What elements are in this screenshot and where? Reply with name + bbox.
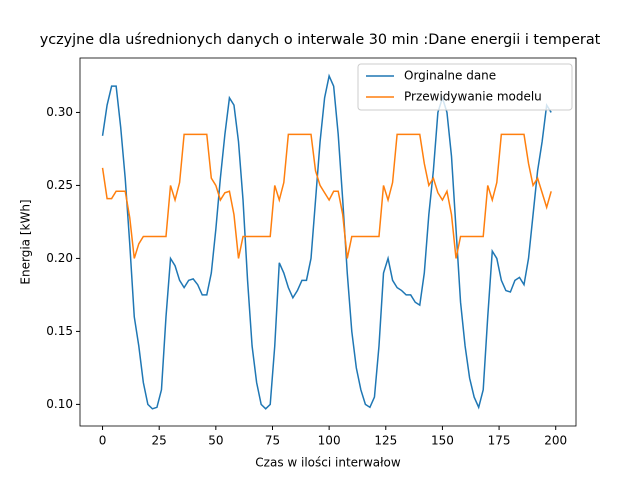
chart-title: yczyjne dla uśrednionych danych o interw… (40, 32, 601, 48)
x-tick-label: 75 (265, 434, 280, 448)
x-tick-label: 100 (318, 434, 341, 448)
x-tick-label: 50 (208, 434, 223, 448)
legend-label: Orginalne dane (404, 69, 496, 83)
series-line (101, 73, 552, 410)
y-tick-label: 0.10 (46, 397, 73, 411)
x-tick-label: 175 (488, 434, 511, 448)
y-tick-label: 0.25 (46, 178, 73, 192)
y-tick-label: 0.20 (46, 251, 73, 265)
y-axis-label: Energia [kWh] (19, 199, 33, 284)
plot-frame (79, 57, 577, 427)
x-axis-label: Czas w ilości interwałow (255, 456, 401, 470)
x-tick-label: 200 (544, 434, 567, 448)
y-tick-label: 0.30 (46, 105, 73, 119)
x-tick-label: 0 (99, 434, 107, 448)
legend-label: Przewidywanie modelu (404, 90, 542, 104)
series-line (101, 133, 552, 259)
y-tick-label: 0.15 (46, 324, 73, 338)
legend-box (357, 63, 573, 111)
x-tick-label: 150 (431, 434, 454, 448)
x-tick-label: 125 (374, 434, 397, 448)
x-tick-label: 25 (152, 434, 167, 448)
